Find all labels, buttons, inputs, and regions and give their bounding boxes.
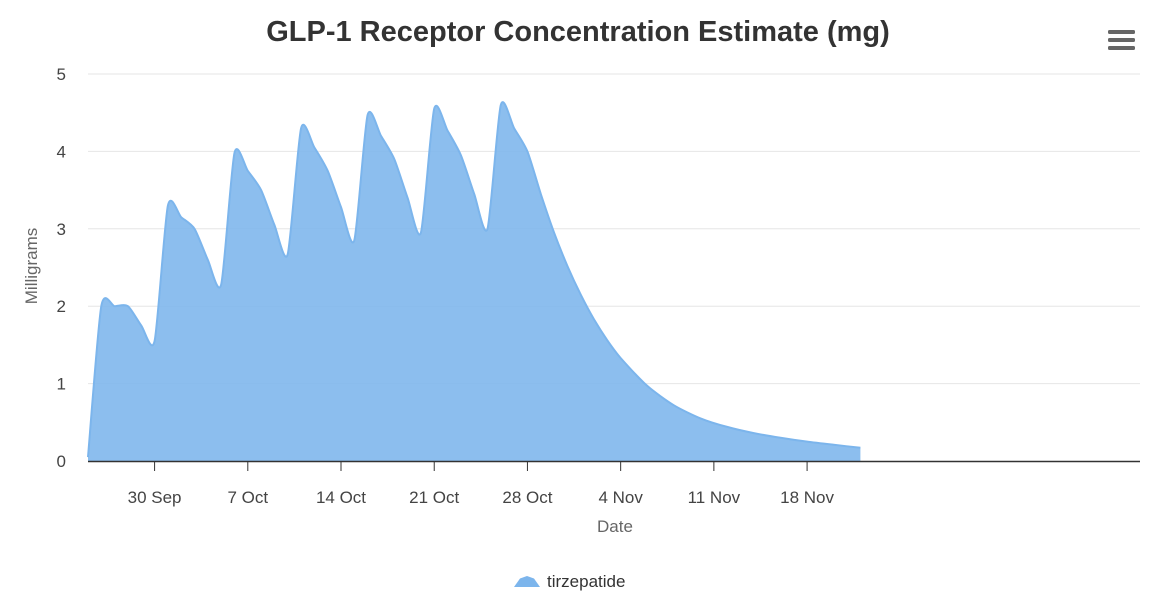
chart-title: GLP-1 Receptor Concentration Estimate (m… (266, 16, 890, 48)
x-tick-label: 28 Oct (502, 488, 552, 507)
menu-icon-bar-bottom (1108, 46, 1135, 50)
x-tick-label: 4 Nov (598, 488, 643, 507)
x-tick-label: 14 Oct (316, 488, 366, 507)
menu-icon-bar-middle (1108, 38, 1135, 42)
y-tick-label: 0 (57, 452, 66, 471)
x-tick-label: 18 Nov (780, 488, 834, 507)
x-tick-label: 21 Oct (409, 488, 459, 507)
x-tick-label: 7 Oct (227, 488, 268, 507)
y-axis-tick-labels: 0 1 2 3 4 5 (57, 65, 66, 471)
legend-symbol-shape (514, 576, 540, 587)
y-tick-label: 3 (57, 220, 66, 239)
chart-menu-button[interactable] (1100, 22, 1142, 58)
y-tick-label: 2 (57, 297, 66, 316)
series-line (87, 101, 861, 458)
menu-icon-bar-top (1108, 30, 1135, 34)
x-axis: 30 Sep 7 Oct 14 Oct 21 Oct 28 Oct 4 Nov 11 Nov… (88, 460, 1140, 507)
y-tick-label: 4 (57, 142, 66, 161)
x-tick-label: 11 Nov (688, 488, 741, 507)
series-area-fill (88, 102, 861, 462)
y-tick-label: 5 (57, 65, 66, 84)
x-axis-title: Date (597, 517, 633, 536)
y-tick-label: 1 (57, 375, 66, 394)
legend-area-symbol-icon (514, 576, 540, 587)
x-tick-label: 30 Sep (128, 488, 182, 507)
y-axis-title: Milligrams (22, 228, 41, 305)
legend-label-tirzepatide: tirzepatide (547, 572, 625, 591)
legend-item-tirzepatide[interactable]: tirzepatide (514, 572, 625, 591)
series-tirzepatide (87, 101, 861, 462)
hamburger-menu-icon (1108, 30, 1135, 50)
